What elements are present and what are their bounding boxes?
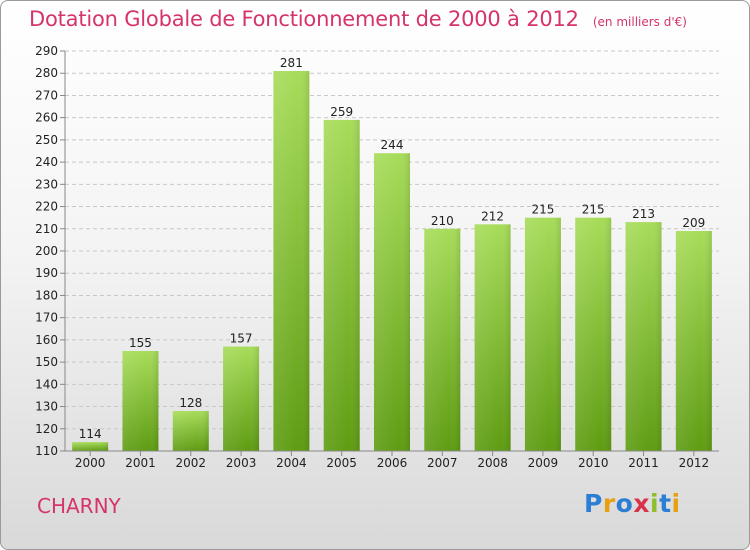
x-tick-label: 2009 bbox=[528, 456, 559, 470]
y-tick-label: 190 bbox=[35, 266, 58, 280]
x-tick-label: 2008 bbox=[477, 456, 508, 470]
bar-shading bbox=[223, 346, 260, 451]
y-tick-label: 240 bbox=[35, 155, 58, 169]
logo-letter: x bbox=[633, 489, 650, 518]
commune-name: CHARNY bbox=[37, 494, 121, 518]
bar-value-label: 155 bbox=[129, 336, 152, 350]
y-tick-label: 110 bbox=[35, 444, 58, 458]
bar-shading bbox=[474, 224, 511, 451]
bar-value-label: 244 bbox=[381, 138, 404, 152]
proxiti-logo: Proxiti bbox=[584, 489, 681, 518]
y-tick-label: 290 bbox=[35, 44, 58, 58]
chart-header: Dotation Globale de Fonctionnement de 20… bbox=[29, 7, 687, 31]
y-tick-label: 170 bbox=[35, 311, 58, 325]
y-tick-label: 230 bbox=[35, 177, 58, 191]
x-tick-label: 2003 bbox=[226, 456, 257, 470]
bar-shading bbox=[122, 351, 159, 451]
x-tick-label: 2010 bbox=[578, 456, 609, 470]
bar-value-label: 215 bbox=[531, 203, 554, 217]
bar-shading bbox=[374, 153, 410, 451]
logo-letter: r bbox=[602, 489, 616, 518]
y-tick-label: 250 bbox=[35, 133, 58, 147]
y-tick-label: 200 bbox=[35, 244, 58, 258]
bar-shading bbox=[675, 231, 712, 451]
x-tick-label: 2011 bbox=[628, 456, 659, 470]
logo-letter: P bbox=[584, 489, 603, 518]
logo-letter: i bbox=[671, 489, 681, 518]
y-tick-label: 180 bbox=[35, 288, 58, 302]
bar-shading bbox=[424, 228, 461, 451]
bar-value-label: 114 bbox=[79, 427, 102, 441]
x-tick-label: 2012 bbox=[679, 456, 710, 470]
chart-title: Dotation Globale de Fonctionnement de 20… bbox=[29, 7, 579, 31]
bar-value-label: 212 bbox=[481, 209, 504, 223]
bar-shading bbox=[524, 217, 561, 451]
x-tick-label: 2002 bbox=[175, 456, 206, 470]
y-tick-label: 160 bbox=[35, 333, 58, 347]
bar-value-label: 259 bbox=[330, 105, 353, 119]
x-tick-label: 2001 bbox=[125, 456, 156, 470]
x-tick-label: 2000 bbox=[75, 456, 106, 470]
y-tick-label: 280 bbox=[35, 66, 58, 80]
logo-letter: o bbox=[615, 489, 634, 518]
x-tick-label: 2007 bbox=[427, 456, 458, 470]
bar-shading bbox=[323, 119, 360, 451]
y-tick-label: 140 bbox=[35, 377, 58, 391]
x-axis: 2000 2001 2002 2003 2004 2005 2006 2007 2008 2009… bbox=[75, 451, 709, 470]
x-tick-label: 2004 bbox=[276, 456, 307, 470]
bar-shading bbox=[72, 442, 109, 451]
chart-subtitle: (en milliers d'€) bbox=[592, 15, 687, 29]
bar-value-label: 209 bbox=[682, 216, 705, 230]
x-tick-label: 2006 bbox=[377, 456, 408, 470]
logo-letter: i bbox=[650, 489, 660, 518]
bar-value-label: 157 bbox=[230, 332, 253, 346]
bar-value-label: 210 bbox=[431, 214, 454, 228]
y-tick-label: 260 bbox=[35, 111, 58, 125]
x-tick-label: 2005 bbox=[326, 456, 357, 470]
y-tick-label: 220 bbox=[35, 200, 58, 214]
y-tick-label: 130 bbox=[35, 400, 58, 414]
y-tick-label: 120 bbox=[35, 422, 58, 436]
y-tick-label: 210 bbox=[35, 222, 58, 236]
bar-shading bbox=[273, 71, 310, 451]
bars: 114 155 128 157 281 259 244 210 212 215 215 213 209 bbox=[72, 56, 712, 451]
y-tick-label: 270 bbox=[35, 88, 58, 102]
logo-letter: t bbox=[659, 489, 672, 518]
bar-value-label: 215 bbox=[582, 203, 605, 217]
bar-value-label: 128 bbox=[179, 396, 202, 410]
y-tick-label: 150 bbox=[35, 355, 58, 369]
bar-shading bbox=[172, 411, 209, 451]
bar-value-label: 281 bbox=[280, 56, 303, 70]
bar-value-label: 213 bbox=[632, 207, 655, 221]
bar-shading bbox=[625, 222, 662, 451]
bar-shading bbox=[575, 217, 612, 451]
y-axis: 110 120 130 140 150 160 170 180 190 200 210 220 230 2… bbox=[35, 44, 66, 458]
